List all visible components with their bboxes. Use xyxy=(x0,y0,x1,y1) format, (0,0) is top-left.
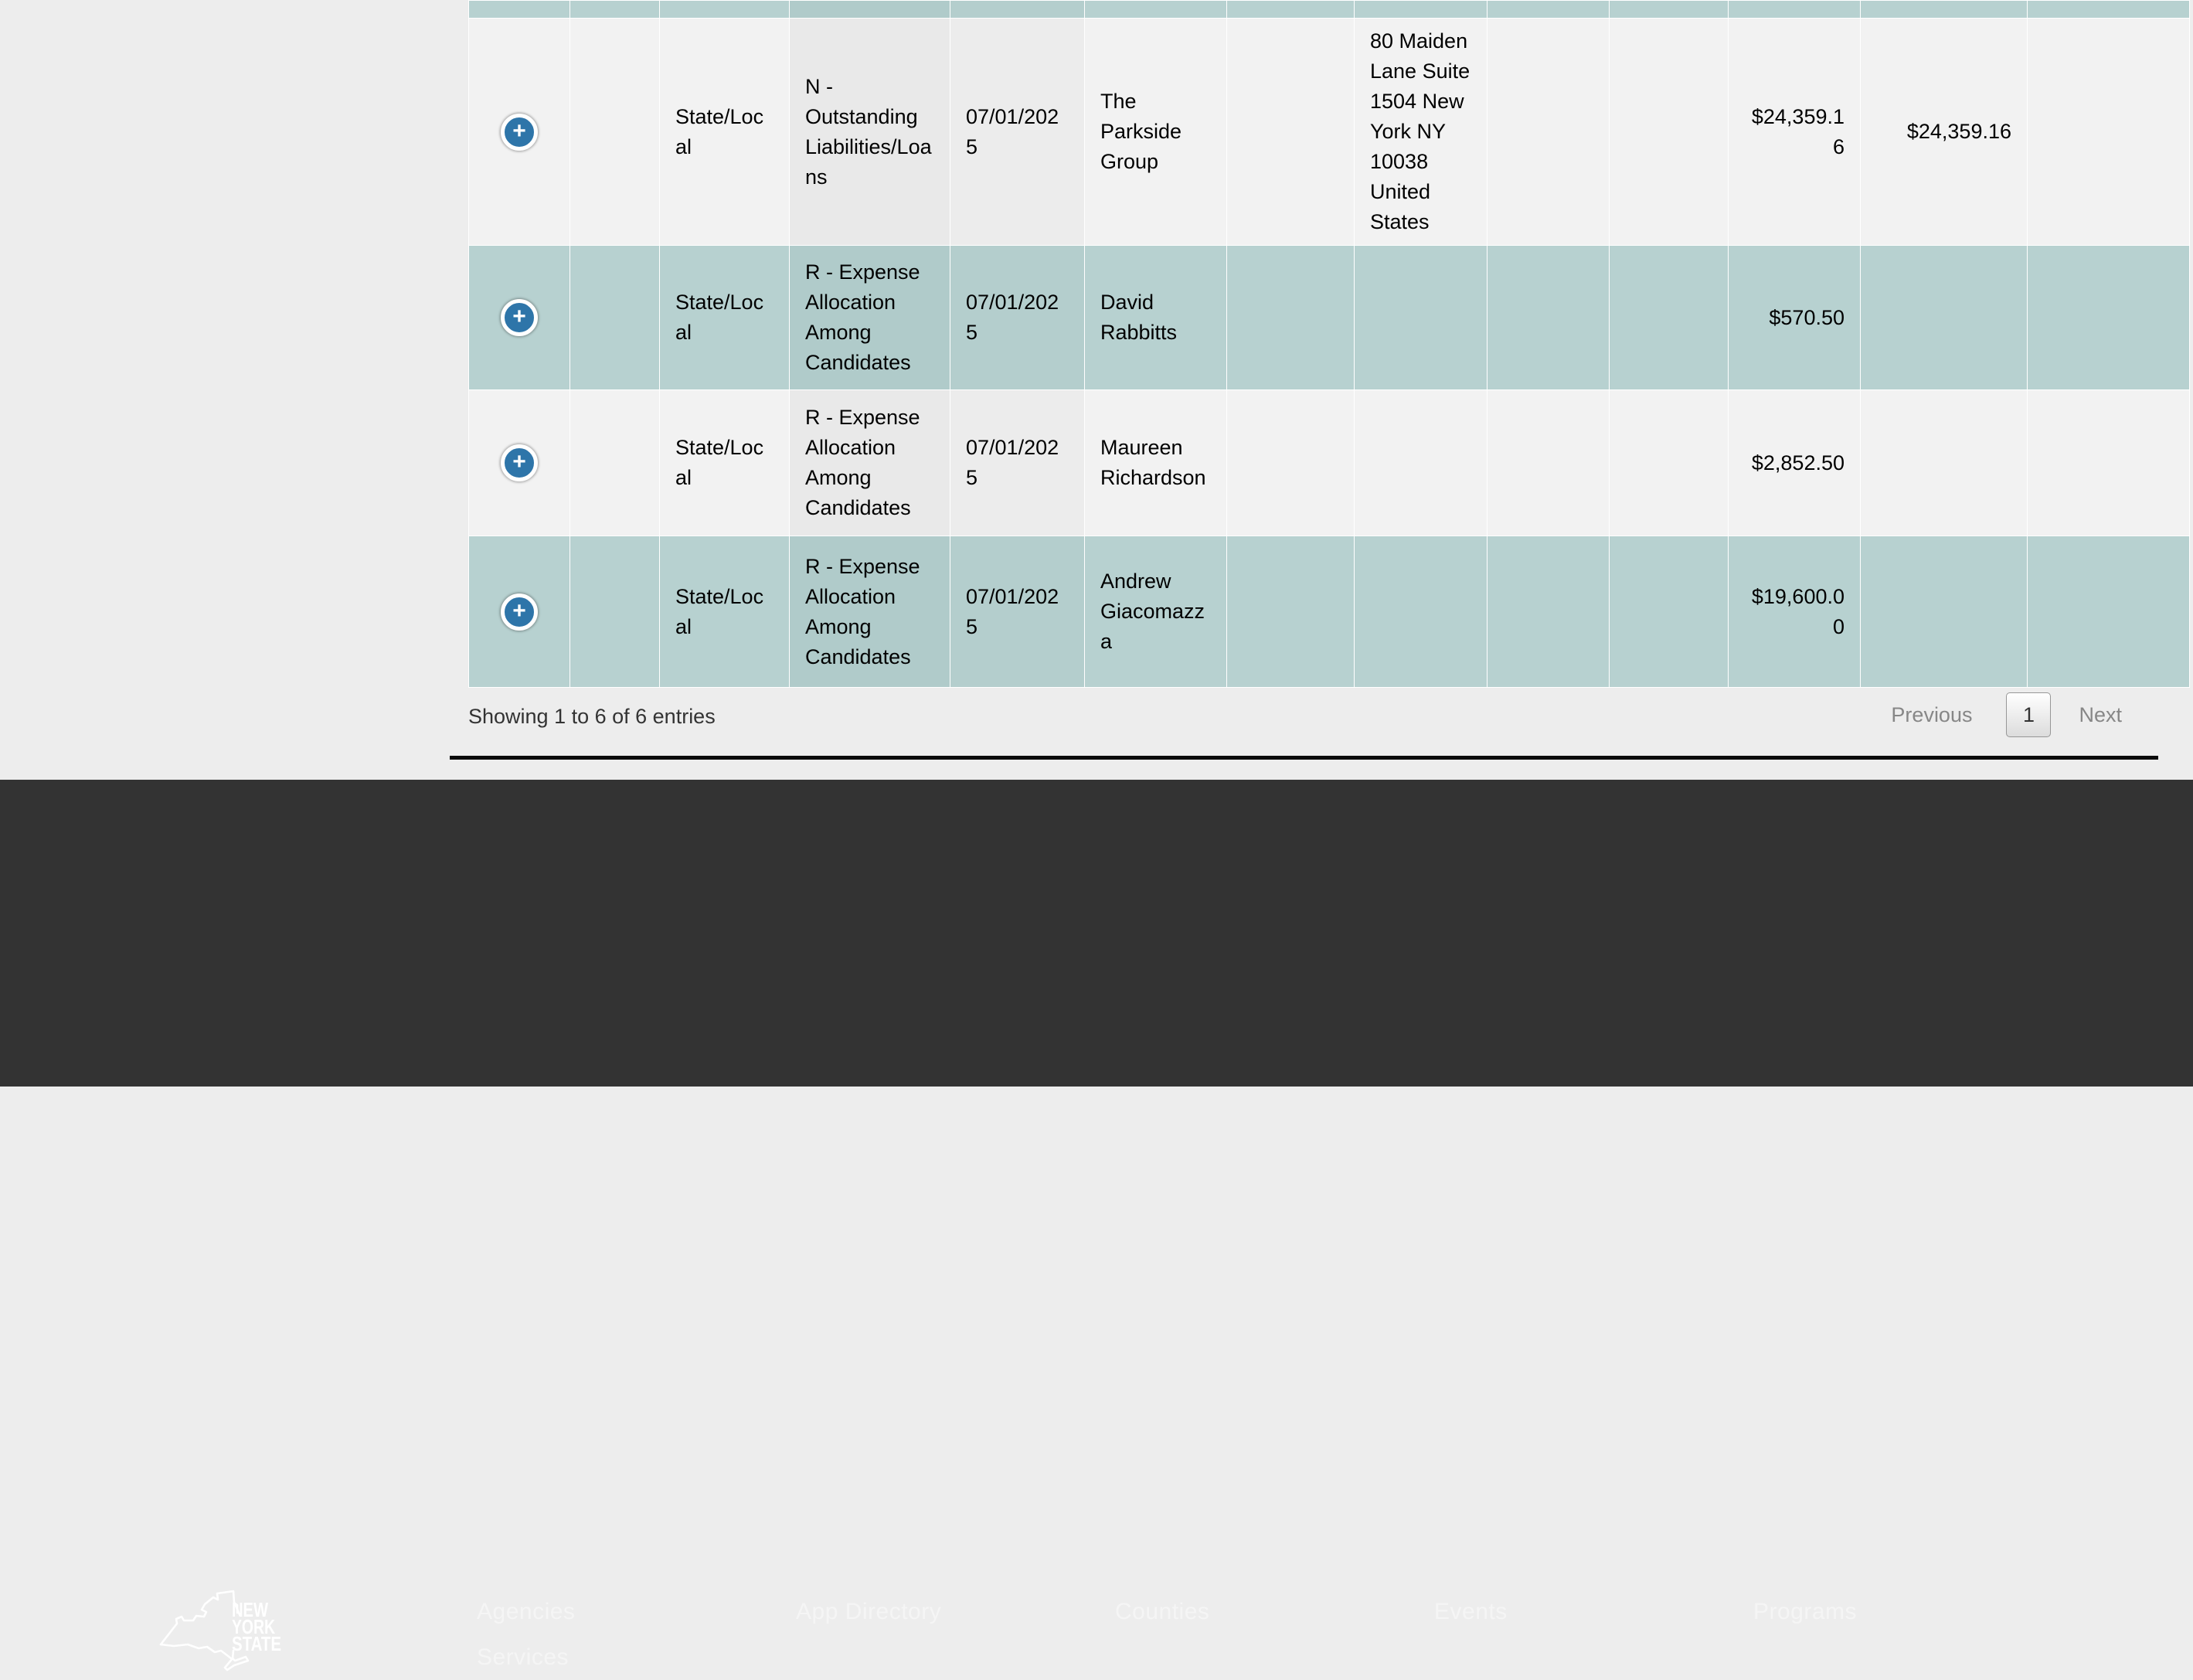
cell-schedule: State/Local xyxy=(659,536,790,688)
cell-transaction_type xyxy=(789,0,950,19)
cell-gap5 xyxy=(2027,0,2190,19)
cell-date: 07/01/2025 xyxy=(950,18,1085,246)
footer-nav: Agencies App Directory Counties Events Progr… xyxy=(477,1589,2072,1680)
cell-gap2 xyxy=(1226,18,1355,246)
cell-gap2 xyxy=(1226,389,1355,536)
previous-page-button[interactable]: Previous xyxy=(1891,702,1973,726)
footer-link-programs[interactable]: Programs xyxy=(1753,1599,1858,1624)
cell-schedule: State/Local xyxy=(659,389,790,536)
cell-transaction_type: N - Outstanding Liabilities/Loans xyxy=(789,18,950,246)
cell-gap1 xyxy=(570,0,660,19)
table-row: + State/Local R - Expense Allocation Among… xyxy=(468,389,2190,536)
footer-link-agencies[interactable]: Agencies xyxy=(477,1599,576,1624)
footer: NEW YORK STATE Agencies App Directory Coun… xyxy=(0,780,2193,1671)
cell-address xyxy=(1354,536,1488,688)
expand-row-button[interactable]: + xyxy=(501,444,538,481)
cell-balance xyxy=(1860,245,2028,390)
table-row: + State/Local R - Expense Allocation Among… xyxy=(468,536,2190,688)
cell-name: Maureen Richardson xyxy=(1084,389,1227,536)
cell-date: 07/01/2025 xyxy=(950,389,1085,536)
table-row xyxy=(468,0,2190,19)
cell-gap4 xyxy=(1609,245,1729,390)
cell-amount: $24,359.16 xyxy=(1728,18,1861,246)
cell-expand: + xyxy=(468,245,570,390)
cell-address: 80 Maiden Lane Suite 1504 New York NY 10… xyxy=(1354,18,1488,246)
cell-gap1 xyxy=(570,245,660,390)
cell-name: The Parkside Group xyxy=(1084,18,1227,246)
cell-gap2 xyxy=(1226,0,1355,19)
cell-expand: + xyxy=(468,536,570,688)
cell-balance xyxy=(1860,536,2028,688)
cell-gap1 xyxy=(570,536,660,688)
cell-expand xyxy=(468,0,570,19)
cell-transaction_type: R - Expense Allocation Among Candidates xyxy=(789,389,950,536)
expand-row-button[interactable]: + xyxy=(501,113,538,151)
footer-link-app-directory[interactable]: App Directory xyxy=(796,1599,942,1624)
table-row: + State/Local R - Expense Allocation Among… xyxy=(468,245,2190,390)
cell-balance: $24,359.16 xyxy=(1860,18,2028,246)
cell-transaction_type: R - Expense Allocation Among Candidates xyxy=(789,245,950,390)
cell-amount xyxy=(1728,0,1861,19)
next-page-button[interactable]: Next xyxy=(2079,702,2122,726)
cell-gap4 xyxy=(1609,536,1729,688)
cell-name xyxy=(1084,0,1227,19)
cell-date: 07/01/2025 xyxy=(950,245,1085,390)
cell-gap2 xyxy=(1226,245,1355,390)
new-york-state-logo[interactable]: NEW YORK STATE xyxy=(158,1589,285,1675)
cell-amount: $19,600.00 xyxy=(1728,536,1861,688)
cell-address xyxy=(1354,245,1488,390)
footer-link-events[interactable]: Events xyxy=(1434,1599,1508,1624)
cell-balance xyxy=(1860,0,2028,19)
expand-row-button[interactable]: + xyxy=(501,299,538,336)
cell-gap3 xyxy=(1487,245,1610,390)
cell-name: David Rabbitts xyxy=(1084,245,1227,390)
cell-transaction_type: R - Expense Allocation Among Candidates xyxy=(789,536,950,688)
cell-gap3 xyxy=(1487,389,1610,536)
cell-gap2 xyxy=(1226,536,1355,688)
cell-gap3 xyxy=(1487,18,1610,246)
cell-schedule xyxy=(659,0,790,19)
cell-gap5 xyxy=(2027,245,2190,390)
cell-balance xyxy=(1860,389,2028,536)
cell-gap5 xyxy=(2027,18,2190,246)
logo-text-state: STATE xyxy=(232,1632,281,1655)
cell-date: 07/01/2025 xyxy=(950,536,1085,688)
cell-address xyxy=(1354,389,1488,536)
cell-gap5 xyxy=(2027,536,2190,688)
cell-amount: $2,852.50 xyxy=(1728,389,1861,536)
results-table-region: + State/Local N - Outstanding Liabilities/… xyxy=(468,0,2190,737)
cell-name: Andrew Giacomazza xyxy=(1084,536,1227,688)
cell-amount: $570.50 xyxy=(1728,245,1861,390)
cell-gap4 xyxy=(1609,389,1729,536)
content-footer-divider xyxy=(450,756,2158,760)
cell-expand: + xyxy=(468,389,570,536)
cell-gap4 xyxy=(1609,18,1729,246)
cell-address xyxy=(1354,0,1488,19)
table-body: + State/Local N - Outstanding Liabilities/… xyxy=(468,0,2190,688)
page-number-button[interactable]: 1 xyxy=(2006,692,2052,737)
table-info: Showing 1 to 6 of 6 entries xyxy=(468,705,716,728)
cell-date xyxy=(950,0,1085,19)
disclosure-table: + State/Local N - Outstanding Liabilities/… xyxy=(468,0,2190,688)
cell-gap3 xyxy=(1487,536,1610,688)
cell-gap1 xyxy=(570,18,660,246)
cell-gap3 xyxy=(1487,0,1610,19)
pagination: Previous 1 Next xyxy=(1891,692,2122,737)
cell-schedule: State/Local xyxy=(659,245,790,390)
cell-schedule: State/Local xyxy=(659,18,790,246)
cell-gap5 xyxy=(2027,389,2190,536)
footer-link-services[interactable]: Services xyxy=(477,1644,570,1670)
table-row: + State/Local N - Outstanding Liabilities/… xyxy=(468,18,2190,246)
footer-link-counties[interactable]: Counties xyxy=(1115,1599,1210,1624)
cell-gap4 xyxy=(1609,0,1729,19)
cell-gap1 xyxy=(570,389,660,536)
cell-expand: + xyxy=(468,18,570,246)
expand-row-button[interactable]: + xyxy=(501,593,538,631)
